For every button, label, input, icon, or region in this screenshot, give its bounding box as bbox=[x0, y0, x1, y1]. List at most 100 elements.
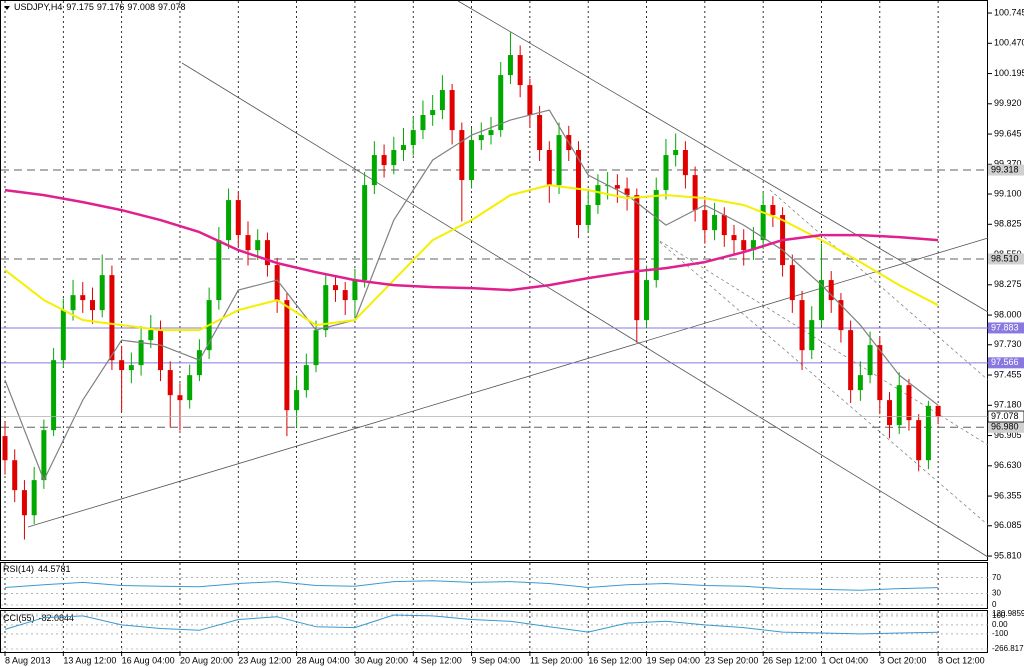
candle-body bbox=[916, 420, 922, 461]
y-tick-label: 99.100 bbox=[994, 188, 1022, 198]
candle-body bbox=[70, 295, 76, 311]
cci-frame bbox=[0, 610, 988, 653]
y-tick-label: 97.180 bbox=[994, 400, 1022, 410]
candle-body bbox=[585, 205, 591, 226]
candle-body bbox=[595, 185, 601, 206]
x-tick-label: 20 Aug 20:00 bbox=[180, 655, 233, 665]
candle-body bbox=[789, 265, 795, 301]
candle-body bbox=[517, 55, 523, 86]
candle-body bbox=[439, 90, 445, 111]
candle-body bbox=[80, 295, 86, 301]
candle-body bbox=[235, 200, 241, 236]
y-tick-label: 98.000 bbox=[994, 309, 1022, 319]
candle-body bbox=[148, 330, 154, 341]
candle-body bbox=[527, 85, 533, 116]
candle-body bbox=[925, 405, 931, 461]
candle-body bbox=[507, 55, 513, 76]
low-value: 97.008 bbox=[127, 2, 155, 12]
candle-body bbox=[128, 365, 134, 371]
candle-body bbox=[838, 300, 844, 331]
indicator-line bbox=[4, 614, 939, 635]
candle-body bbox=[274, 265, 280, 301]
x-tick-label: 30 Aug 20:00 bbox=[355, 655, 408, 665]
candle-body bbox=[60, 310, 66, 361]
y-tick-label: 98.825 bbox=[994, 219, 1022, 229]
candle-body bbox=[401, 145, 407, 151]
indicator-tick-label: -266.8172 bbox=[992, 644, 1024, 653]
candle-body bbox=[332, 285, 338, 291]
candle-body bbox=[887, 400, 893, 426]
candle-body bbox=[770, 205, 776, 216]
trend-line bbox=[27, 237, 989, 528]
moving-average bbox=[4, 188, 939, 292]
candle-body bbox=[381, 155, 387, 166]
x-tick-label: 8 Aug 2013 bbox=[5, 655, 51, 665]
candle-body bbox=[809, 320, 815, 351]
collapse-icon bbox=[4, 6, 10, 10]
candle-body bbox=[284, 300, 290, 411]
fan-line bbox=[654, 237, 989, 446]
candle-body bbox=[818, 280, 824, 321]
candle-body bbox=[644, 280, 650, 321]
y-tick-label: 99.920 bbox=[994, 98, 1022, 108]
candle-body bbox=[109, 275, 115, 361]
level-label: 97.566 bbox=[991, 357, 1019, 367]
candle-body bbox=[682, 150, 688, 176]
candle-body bbox=[226, 200, 232, 241]
rsi-frame bbox=[0, 562, 988, 609]
y-tick-label: 96.905 bbox=[994, 430, 1022, 440]
chart-header: USDJPY,H4 97.175 97.176 97.008 97.078 bbox=[14, 2, 185, 12]
candle-body bbox=[488, 130, 494, 136]
trend-line bbox=[181, 62, 989, 558]
candle-body bbox=[673, 150, 679, 156]
candle-body bbox=[750, 240, 756, 251]
candle-body bbox=[799, 300, 805, 351]
y-tick-label: 99.645 bbox=[994, 128, 1022, 138]
candle-body bbox=[41, 430, 47, 481]
level-box bbox=[988, 322, 1024, 334]
candle-body bbox=[158, 330, 164, 371]
close-value: 97.078 bbox=[158, 2, 186, 12]
candle-body bbox=[848, 330, 854, 391]
level-label: 97.883 bbox=[991, 322, 1019, 332]
candle-body bbox=[187, 375, 193, 401]
candle-body bbox=[556, 135, 562, 186]
x-tick-label: 16 Sep 12:00 bbox=[588, 655, 642, 665]
candle-body bbox=[177, 395, 183, 401]
fan-line bbox=[654, 237, 989, 526]
trend-lines bbox=[27, 0, 989, 558]
y-tick-label: 95.810 bbox=[994, 550, 1022, 560]
candle-body bbox=[731, 235, 737, 241]
candle-body bbox=[741, 240, 747, 251]
level-box bbox=[988, 421, 1024, 433]
indicator-line bbox=[4, 580, 939, 591]
candle-body bbox=[255, 240, 261, 251]
x-tick-label: 3 Oct 20:00 bbox=[880, 655, 927, 665]
candle-body bbox=[138, 340, 144, 366]
level-box bbox=[988, 253, 1024, 265]
candle-body bbox=[391, 150, 397, 166]
x-tick-label: 4 Sep 12:00 bbox=[413, 655, 462, 665]
indicator-value: 44.5781 bbox=[38, 564, 71, 574]
level-label: 96.980 bbox=[991, 422, 1019, 432]
candle-body bbox=[99, 275, 105, 311]
candle-body bbox=[634, 195, 640, 321]
indicator-tick-label: 0.00 bbox=[992, 620, 1008, 629]
candle-body bbox=[51, 360, 57, 431]
indicator-name: RSI(14) bbox=[3, 564, 34, 574]
x-tick-label: 26 Sep 12:00 bbox=[763, 655, 817, 665]
candle-body bbox=[459, 130, 465, 181]
candle-body bbox=[371, 155, 377, 186]
indicator-tick-label: 0 bbox=[992, 600, 997, 609]
symbol: USDJPY,H4 bbox=[14, 2, 62, 12]
candle-body bbox=[877, 345, 883, 401]
high-value: 97.176 bbox=[97, 2, 125, 12]
y-tick-label: 99.370 bbox=[994, 159, 1022, 169]
candle-body bbox=[935, 405, 941, 417]
candle-body bbox=[857, 375, 863, 391]
x-tick-label: 13 Aug 12:00 bbox=[63, 655, 116, 665]
indicator-tick-label: 30 bbox=[992, 588, 1001, 597]
candle-body bbox=[663, 155, 669, 191]
y-tick-label: 96.355 bbox=[994, 490, 1022, 500]
